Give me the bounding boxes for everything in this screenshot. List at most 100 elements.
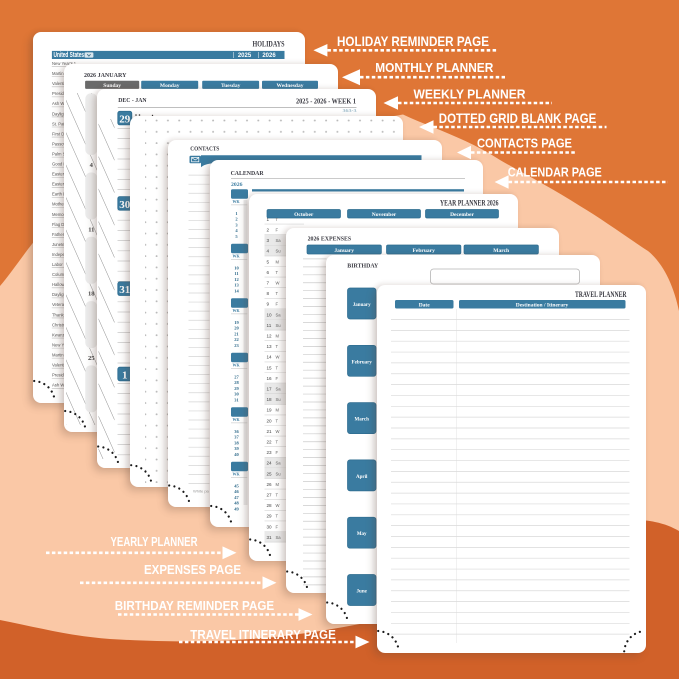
svg-text:St. Patric: St. Patric <box>52 121 69 126</box>
svg-text:8: 8 <box>267 291 270 296</box>
svg-text:T: T <box>276 439 279 444</box>
svg-text:40: 40 <box>234 451 239 456</box>
svg-text:29: 29 <box>267 513 273 518</box>
svg-text:Easter Su: Easter Su <box>52 172 71 177</box>
svg-text:21: 21 <box>234 331 239 336</box>
svg-text:2025 - 2026 - WEEK 1: 2025 - 2026 - WEEK 1 <box>296 98 356 106</box>
svg-text:23: 23 <box>234 342 239 347</box>
svg-text:Thanksgi: Thanksgi <box>52 312 69 317</box>
svg-text:26: 26 <box>267 481 273 486</box>
svg-text:Juneteen: Juneteen <box>52 242 70 247</box>
svg-text:Easter M: Easter M <box>52 182 69 187</box>
svg-text:Su: Su <box>276 322 282 327</box>
svg-text:10: 10 <box>234 265 239 270</box>
svg-text:363-3: 363-3 <box>342 108 357 113</box>
svg-text:T: T <box>276 216 279 221</box>
svg-text:37: 37 <box>234 434 239 439</box>
svg-text:Columbus: Columbus <box>52 272 71 277</box>
svg-text:T: T <box>276 291 279 296</box>
svg-text:United States: United States <box>54 52 85 59</box>
svg-text:F: F <box>276 301 279 306</box>
svg-text:5: 5 <box>267 259 270 264</box>
svg-text:April: April <box>356 475 368 480</box>
svg-text:MONTHLY PLANNER: MONTHLY PLANNER <box>375 60 494 75</box>
svg-text:White pa: White pa <box>193 488 210 493</box>
svg-text:11: 11 <box>234 271 239 276</box>
svg-text:47: 47 <box>234 494 239 499</box>
svg-text:Martin Lu: Martin Lu <box>52 71 70 76</box>
svg-text:14: 14 <box>234 288 239 293</box>
svg-text:WK: WK <box>232 253 240 258</box>
svg-text:30: 30 <box>267 524 273 529</box>
svg-text:2: 2 <box>235 216 238 221</box>
svg-text:DOTTED GRID BLANK PAGE: DOTTED GRID BLANK PAGE <box>439 110 597 126</box>
svg-text:Veterans: Veterans <box>52 302 69 307</box>
svg-text:13: 13 <box>234 282 239 287</box>
svg-text:January: January <box>334 247 354 253</box>
svg-text:6: 6 <box>267 269 270 274</box>
svg-text:May: May <box>356 532 366 537</box>
svg-text:EXPENSES PAGE: EXPENSES PAGE <box>144 562 241 577</box>
svg-text:46: 46 <box>234 489 239 494</box>
svg-text:Valentin: Valentin <box>52 363 67 368</box>
svg-text:Monday: Monday <box>160 83 180 89</box>
svg-text:WK: WK <box>232 308 240 313</box>
svg-text:Sunday: Sunday <box>103 83 121 89</box>
svg-text:Hallowee: Hallowee <box>52 282 70 287</box>
svg-text:WK: WK <box>232 199 240 204</box>
svg-text:19: 19 <box>267 407 273 412</box>
svg-text:10: 10 <box>267 312 273 317</box>
svg-text:T: T <box>276 269 279 274</box>
svg-text:YEAR PLANNER 2026: YEAR PLANNER 2026 <box>440 198 499 207</box>
svg-text:M: M <box>276 481 280 486</box>
svg-text:39: 39 <box>234 446 239 451</box>
svg-text:Daylight S: Daylight S <box>52 111 71 116</box>
svg-text:Sa: Sa <box>276 386 282 391</box>
svg-text:October: October <box>294 212 314 218</box>
svg-text:F: F <box>276 450 279 455</box>
svg-text:Daylight E: Daylight E <box>52 292 71 297</box>
svg-text:22: 22 <box>267 439 273 444</box>
svg-text:Labor Day: Labor Day <box>52 262 72 267</box>
svg-text:11: 11 <box>88 226 94 233</box>
svg-text:F: F <box>276 227 279 232</box>
svg-text:Kwanzaa: Kwanzaa <box>52 332 70 337</box>
svg-text:20: 20 <box>267 418 273 423</box>
svg-text:WK: WK <box>232 417 240 422</box>
svg-text:Mother's: Mother's <box>52 202 68 207</box>
svg-text:12: 12 <box>267 333 273 338</box>
svg-text:5: 5 <box>235 233 238 238</box>
svg-text:F: F <box>276 375 279 380</box>
svg-text:9: 9 <box>267 301 270 306</box>
svg-text:2026 EXPENSES: 2026 EXPENSES <box>308 236 352 242</box>
svg-text:Sa: Sa <box>276 534 282 539</box>
svg-text:BIRTHDAY: BIRTHDAY <box>347 263 379 269</box>
svg-text:48: 48 <box>234 500 239 505</box>
svg-text:14: 14 <box>267 354 273 359</box>
svg-text:M: M <box>276 333 280 338</box>
svg-text:New Year: New Year <box>52 342 71 347</box>
svg-text:31: 31 <box>267 534 273 539</box>
svg-text:13: 13 <box>267 344 273 349</box>
svg-text:29: 29 <box>234 385 239 390</box>
svg-text:1: 1 <box>235 211 238 216</box>
svg-text:45: 45 <box>234 483 239 488</box>
svg-text:27: 27 <box>234 374 239 379</box>
svg-text:YEARLY PLANNER: YEARLY PLANNER <box>111 534 198 549</box>
svg-text:W: W <box>276 280 280 285</box>
svg-text:W: W <box>276 354 280 359</box>
svg-text:31: 31 <box>234 397 239 402</box>
svg-text:January: January <box>352 303 370 308</box>
svg-text:W: W <box>276 428 280 433</box>
svg-text:2026: 2026 <box>231 181 243 187</box>
svg-text:T: T <box>276 513 279 518</box>
svg-text:2025: 2025 <box>238 53 252 59</box>
svg-text:Indepen: Indepen <box>52 252 68 257</box>
svg-text:27: 27 <box>267 492 273 497</box>
svg-text:4: 4 <box>235 228 238 233</box>
svg-text:M: M <box>276 259 280 264</box>
svg-text:Sa: Sa <box>276 238 282 243</box>
svg-text:20: 20 <box>234 325 239 330</box>
svg-text:Su: Su <box>276 248 282 253</box>
svg-text:Su: Su <box>276 397 282 402</box>
